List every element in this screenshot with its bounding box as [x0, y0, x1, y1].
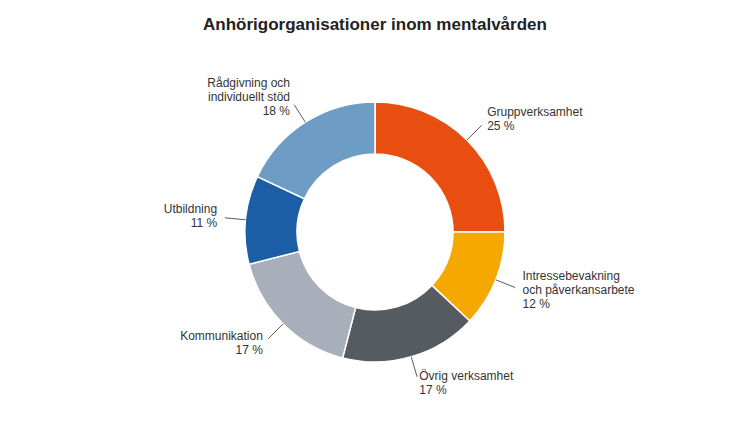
data-label: 17 % — [419, 383, 447, 397]
leader-line — [496, 280, 515, 288]
leader-line — [225, 218, 246, 220]
annotation: Övrig verksamhet17 % — [419, 369, 514, 397]
slice-label: Utbildning — [164, 202, 217, 216]
slice-label: Rådgivning och — [207, 76, 290, 90]
annotation: Utbildning11 % — [164, 202, 218, 230]
slice — [257, 102, 375, 199]
plot — [245, 102, 505, 362]
slice-label: Gruppverksamhet — [487, 105, 583, 119]
slice-label: Kommunikation — [180, 329, 263, 343]
leader-line — [467, 125, 482, 140]
leader-line — [268, 324, 283, 339]
labels: Gruppverksamhet25 % Intressebevakningoch … — [164, 76, 635, 397]
leader-line — [294, 105, 305, 123]
data-label: 11 % — [191, 216, 218, 230]
leader-line — [411, 357, 417, 377]
slice — [249, 251, 356, 358]
slice — [343, 285, 470, 362]
slice — [375, 102, 505, 232]
slice-label: individuellt stöd — [208, 90, 290, 104]
slice-label: Intressebevakning — [522, 269, 619, 283]
slice-label: Övrig verksamhet — [419, 369, 514, 383]
data-label: 12 % — [522, 297, 550, 311]
annotation: Kommunikation17 % — [180, 329, 263, 357]
annotation: Gruppverksamhet25 % — [487, 105, 583, 133]
slice-label: och påverkansarbete — [522, 283, 634, 297]
chart: Anhörigorganisationer inom mentalvården G… — [0, 0, 750, 436]
data-label: 18 % — [263, 104, 291, 118]
title: Anhörigorganisationer inom mentalvården — [203, 15, 547, 34]
data-label: 17 % — [235, 343, 263, 357]
data-label: 25 % — [487, 119, 515, 133]
annotation: Intressebevakningoch påverkansarbete12 % — [522, 269, 634, 311]
annotation: Rådgivning ochindividuellt stöd18 % — [207, 76, 290, 118]
